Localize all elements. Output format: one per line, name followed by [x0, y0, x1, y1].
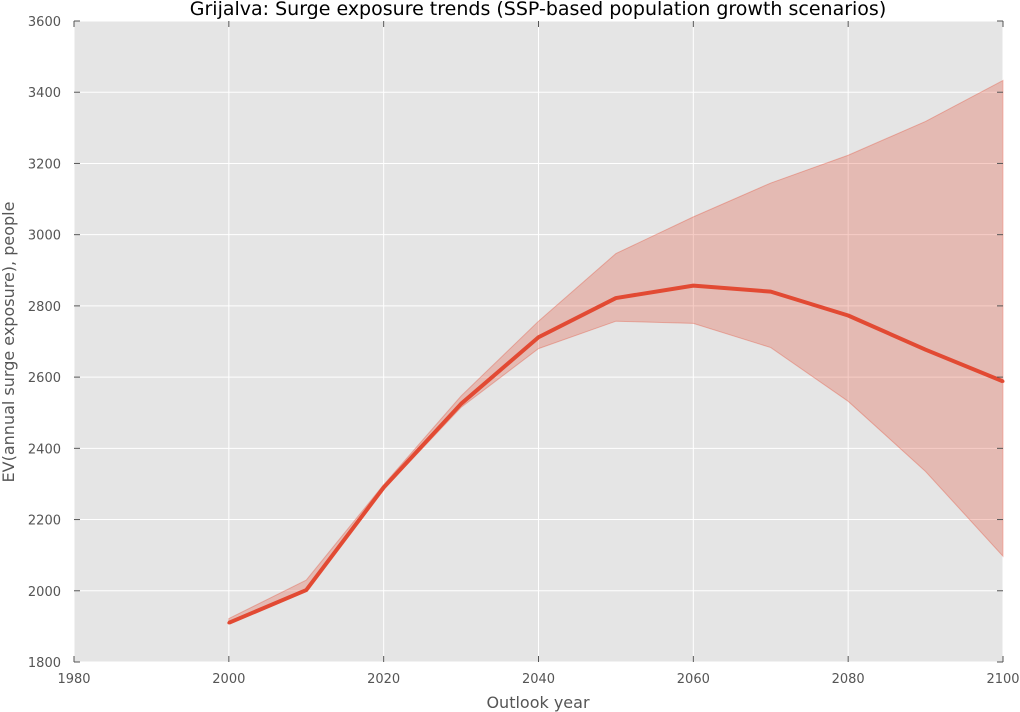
x-tick-label: 2100 — [986, 672, 1019, 687]
y-tick-label: 3000 — [28, 229, 61, 244]
y-tick-label: 2000 — [28, 585, 61, 600]
data-point — [304, 588, 308, 592]
y-tick-label: 1800 — [28, 656, 61, 671]
data-point — [924, 348, 928, 352]
data-point — [459, 402, 463, 406]
x-tick-label: 2060 — [677, 672, 710, 687]
x-axis-label: Outlook year — [486, 693, 590, 712]
x-tick-label: 2040 — [522, 672, 555, 687]
scenario-band-0 — [228, 79, 1004, 625]
x-tick-label: 2080 — [832, 672, 865, 687]
data-point — [537, 335, 540, 339]
y-tick-label: 2400 — [28, 442, 61, 457]
x-tick-label: 2000 — [212, 672, 245, 687]
y-tick-label: 2800 — [28, 300, 61, 315]
x-tick-label: 2020 — [367, 672, 400, 687]
chart-title: Grijalva: Surge exposure trends (SSP-bas… — [190, 0, 887, 20]
scenario-range-band — [228, 79, 1004, 625]
data-point — [769, 290, 773, 294]
y-tick-label: 3400 — [28, 86, 61, 101]
y-tick-label: 2600 — [28, 371, 61, 386]
y-tick-label: 3200 — [28, 157, 61, 172]
data-point — [614, 296, 618, 300]
data-point — [227, 621, 231, 625]
y-tick-label: 2200 — [28, 514, 61, 529]
data-point — [691, 284, 695, 288]
data-point — [1001, 379, 1005, 383]
x-tick-label: 1980 — [57, 672, 90, 687]
series-lines — [227, 283, 1005, 625]
y-tick-label: 3600 — [28, 15, 61, 30]
tick-labels: 1980 2000 2020 2040 2060 2080 2100 1800 2000 2200… — [28, 15, 1020, 687]
data-point — [382, 486, 386, 490]
data-point — [846, 314, 850, 318]
axis-ticks — [73, 20, 1004, 663]
y-axis-label: EV(annual surge exposure), people — [0, 202, 18, 483]
